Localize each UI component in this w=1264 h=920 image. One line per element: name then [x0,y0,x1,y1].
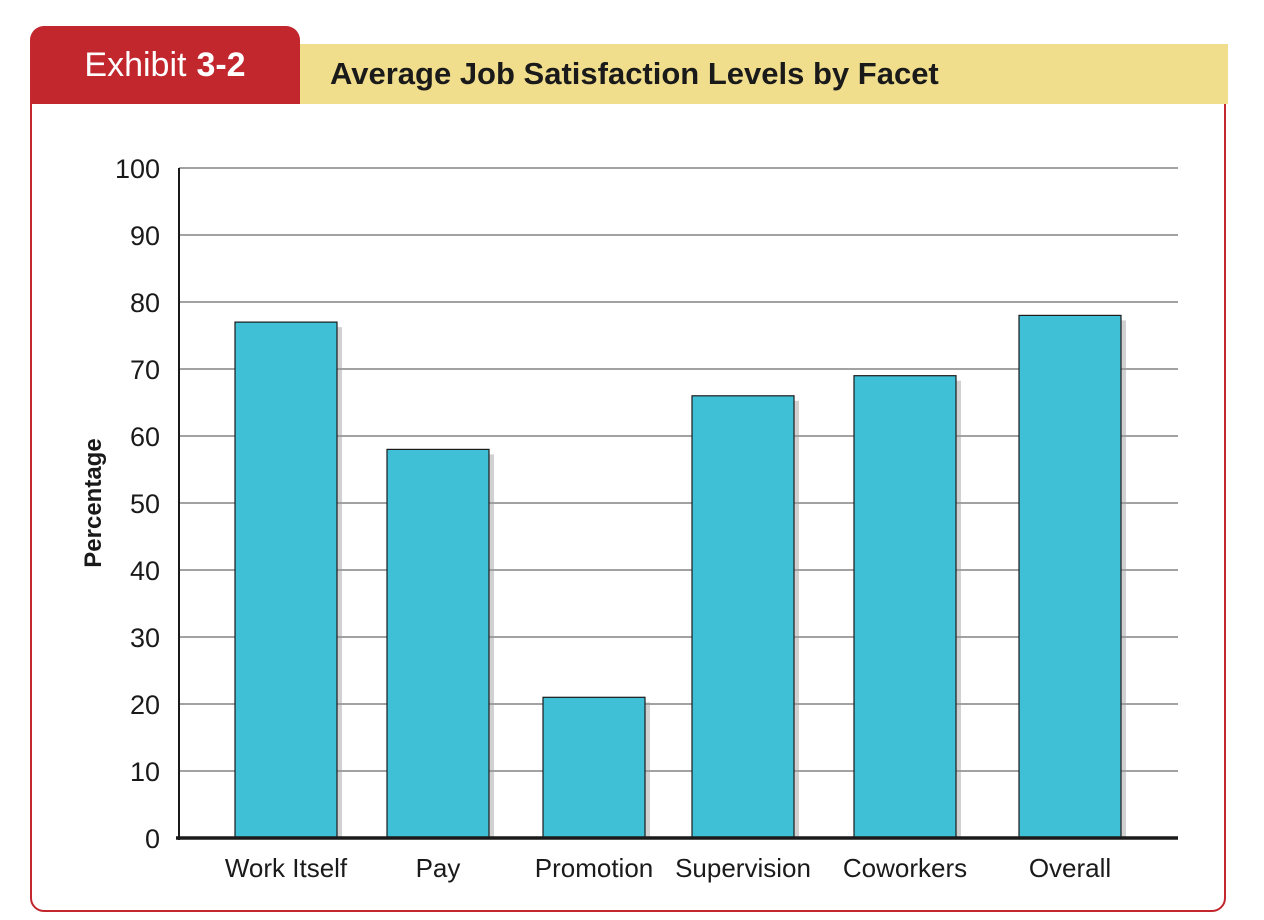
x-category-labels: Work Itself Pay Promotion Supervision Cowork… [225,853,1111,883]
y-tick-label: 10 [130,757,160,787]
y-tick-label: 80 [130,288,160,318]
y-tick-label: 40 [130,556,160,586]
x-category-label: Work Itself [225,853,348,883]
y-tick-label: 60 [130,422,160,452]
y-tick-label: 30 [130,623,160,653]
y-tick-labels: 0 10 20 30 40 50 60 70 80 90 100 [115,154,160,854]
bar [542,696,646,839]
bar [853,375,957,839]
y-tick-label: 70 [130,355,160,385]
exhibit-tab: Exhibit 3-2 [30,26,300,104]
bar [1018,314,1122,839]
bar [234,321,338,839]
y-tick-label: 50 [130,489,160,519]
y-tick-label: 90 [130,221,160,251]
bar [691,395,795,839]
y-tick-label: 0 [145,824,160,854]
x-category-label: Pay [416,853,461,883]
bar [386,448,490,839]
x-category-label: Promotion [535,853,654,883]
exhibit-word: Exhibit [84,45,187,84]
x-category-label: Coworkers [843,853,967,883]
axes [176,168,1178,840]
exhibit-number: 3-2 [196,45,246,84]
y-tick-label: 100 [115,154,160,184]
x-category-label: Supervision [675,853,811,883]
grid-lines [179,167,1178,772]
bars [234,314,1126,839]
y-tick-label: 20 [130,690,160,720]
title-band: Average Job Satisfaction Levels by Facet [300,44,1228,104]
x-category-label: Overall [1029,853,1111,883]
chart-title: Average Job Satisfaction Levels by Facet [330,56,939,91]
y-axis-title: Percentage [80,438,107,567]
